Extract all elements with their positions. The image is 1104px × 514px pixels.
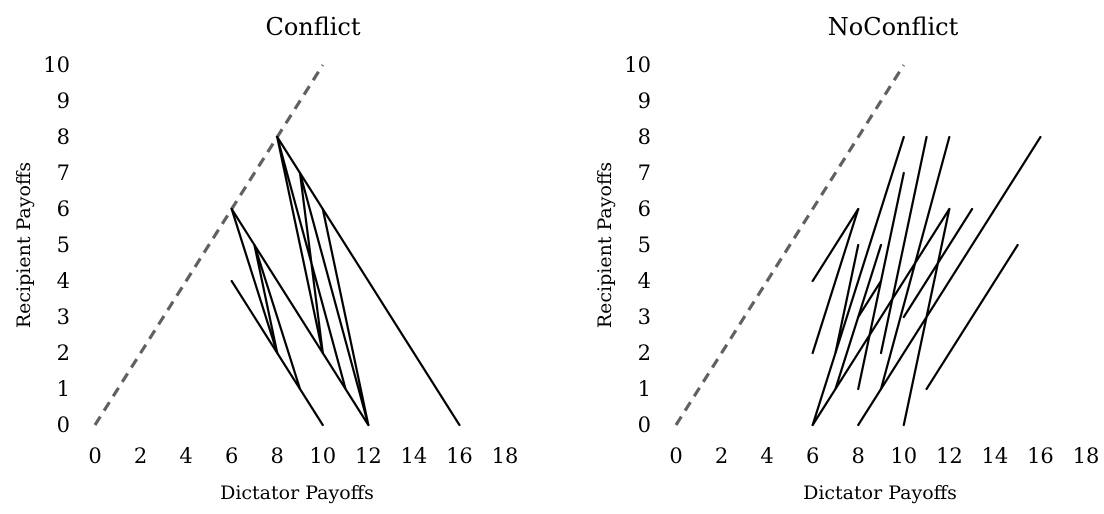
chart-title: Conflict xyxy=(265,13,360,41)
x-axis-label: Dictator Payoffs xyxy=(220,482,374,504)
y-tick-label: 1 xyxy=(638,377,651,401)
budget-line-segment xyxy=(230,207,279,355)
y-axis-label: Recipient Payoffs xyxy=(13,162,35,328)
budget-line-segment xyxy=(857,135,1042,427)
x-tick-label: 18 xyxy=(492,444,519,468)
x-tick-label: 12 xyxy=(936,444,963,468)
budget-line-segment xyxy=(321,207,370,427)
y-tick-label: 7 xyxy=(638,161,651,185)
budget-line-segment xyxy=(902,207,951,427)
budget-line-segment xyxy=(834,243,860,355)
x-tick-label: 0 xyxy=(669,444,682,468)
y-tick-label: 10 xyxy=(624,53,651,77)
y-tick-label: 2 xyxy=(638,341,651,365)
budget-line-segment xyxy=(811,207,951,427)
budget-line-segment xyxy=(298,171,370,427)
x-tick-label: 0 xyxy=(88,444,101,468)
x-tick-label: 16 xyxy=(1027,444,1054,468)
x-tick-label: 4 xyxy=(179,444,192,468)
budget-line-segment xyxy=(253,243,279,355)
y-tick-label: 2 xyxy=(57,341,70,365)
x-tick-label: 6 xyxy=(225,444,238,468)
x-tick-label: 12 xyxy=(355,444,382,468)
x-tick-label: 14 xyxy=(982,444,1009,468)
y-tick-label: 5 xyxy=(638,233,651,257)
budget-line-segment xyxy=(276,135,324,355)
budget-line-segment xyxy=(811,135,905,427)
y-tick-label: 8 xyxy=(638,125,651,149)
x-tick-label: 18 xyxy=(1073,444,1100,468)
x-tick-label: 2 xyxy=(715,444,728,468)
y-tick-label: 4 xyxy=(57,269,70,293)
x-tick-label: 2 xyxy=(134,444,147,468)
x-tick-label: 4 xyxy=(760,444,773,468)
budget-line-segment xyxy=(811,207,860,355)
budget-line-segment xyxy=(276,135,461,427)
budget-line-segment xyxy=(879,135,951,391)
y-tick-label: 0 xyxy=(638,413,651,437)
x-tick-label: 16 xyxy=(446,444,473,468)
x-tick-label: 10 xyxy=(309,444,336,468)
y-tick-label: 0 xyxy=(57,413,70,437)
x-tick-label: 8 xyxy=(852,444,865,468)
y-axis-label: Recipient Payoffs xyxy=(594,162,616,328)
budget-line-segment xyxy=(811,207,860,283)
budget-line-segment xyxy=(857,279,883,319)
y-tick-label: 6 xyxy=(57,197,70,221)
equality-reference-line xyxy=(93,64,325,426)
y-tick-label: 7 xyxy=(57,161,70,185)
budget-line-segment xyxy=(925,243,1019,391)
budget-line-segment xyxy=(253,243,302,391)
equality-reference-line xyxy=(674,64,906,426)
x-axis-label: Dictator Payoffs xyxy=(803,482,957,504)
y-tick-label: 6 xyxy=(638,197,651,221)
y-tick-label: 9 xyxy=(57,89,70,113)
budget-line-segment xyxy=(902,207,974,319)
y-tick-label: 1 xyxy=(57,377,70,401)
y-tick-label: 3 xyxy=(57,305,70,329)
y-tick-label: 8 xyxy=(57,125,70,149)
budget-line-segment xyxy=(298,171,324,355)
y-tick-label: 10 xyxy=(43,53,70,77)
x-tick-label: 6 xyxy=(806,444,819,468)
y-tick-label: 9 xyxy=(638,89,651,113)
x-tick-label: 14 xyxy=(401,444,428,468)
y-tick-label: 5 xyxy=(57,233,70,257)
x-tick-label: 10 xyxy=(890,444,917,468)
y-tick-label: 4 xyxy=(638,269,651,293)
x-tick-label: 8 xyxy=(271,444,284,468)
budget-line-segment xyxy=(879,135,928,355)
chart-title: NoConflict xyxy=(828,13,959,41)
y-tick-label: 3 xyxy=(638,305,651,329)
